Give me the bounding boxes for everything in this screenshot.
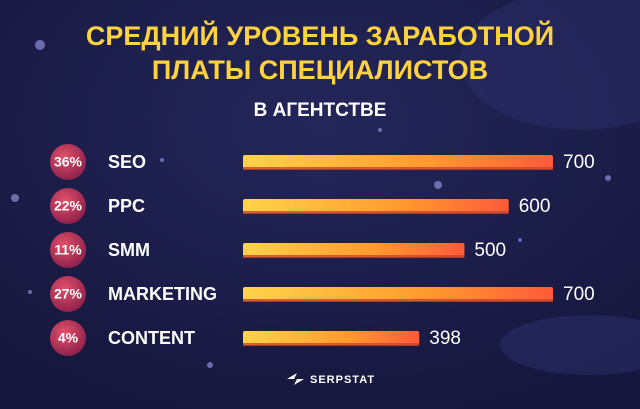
title: СРЕДНИЙ УРОВЕНЬ ЗАРАБОТНОЙ [86, 20, 554, 51]
share-label: 36% [54, 154, 83, 170]
bar-edge [243, 299, 553, 302]
brand-logo [287, 373, 304, 385]
bar-edge [243, 255, 465, 258]
share-label: 11% [54, 242, 82, 258]
value-label: 398 [429, 328, 461, 349]
title: ПЛАТЫ СПЕЦИАЛИСТОВ [152, 55, 488, 85]
value-label: 600 [519, 196, 551, 217]
share-circle [50, 320, 86, 356]
brand: SERPSTAT [310, 374, 375, 386]
bar [243, 155, 553, 169]
value-label: 700 [563, 152, 595, 173]
bar [243, 331, 420, 345]
stars [11, 40, 611, 368]
category-label: PPC [108, 196, 145, 216]
bar [243, 287, 553, 301]
share-label: 27% [54, 286, 83, 302]
share-circle [50, 188, 86, 224]
category-label: SEO [108, 152, 146, 172]
decor [500, 315, 640, 375]
category-label: CONTENT [108, 328, 195, 348]
subtitle: В АГЕНТСТВЕ [254, 100, 387, 121]
share-label: 22% [54, 198, 83, 214]
share-circle [50, 276, 86, 312]
category-label: SMM [108, 240, 150, 260]
bar-edge [243, 211, 509, 214]
share-circle [50, 144, 86, 180]
category-label: MARKETING [108, 284, 217, 304]
value-label: 700 [563, 284, 595, 305]
value-label: 500 [474, 240, 506, 261]
share-circle [50, 232, 86, 268]
decor [460, 0, 640, 130]
bar [243, 243, 465, 257]
bar-edge [243, 343, 420, 346]
share-label: 4% [58, 330, 79, 346]
bar-edge [243, 167, 553, 170]
bar [243, 199, 509, 213]
